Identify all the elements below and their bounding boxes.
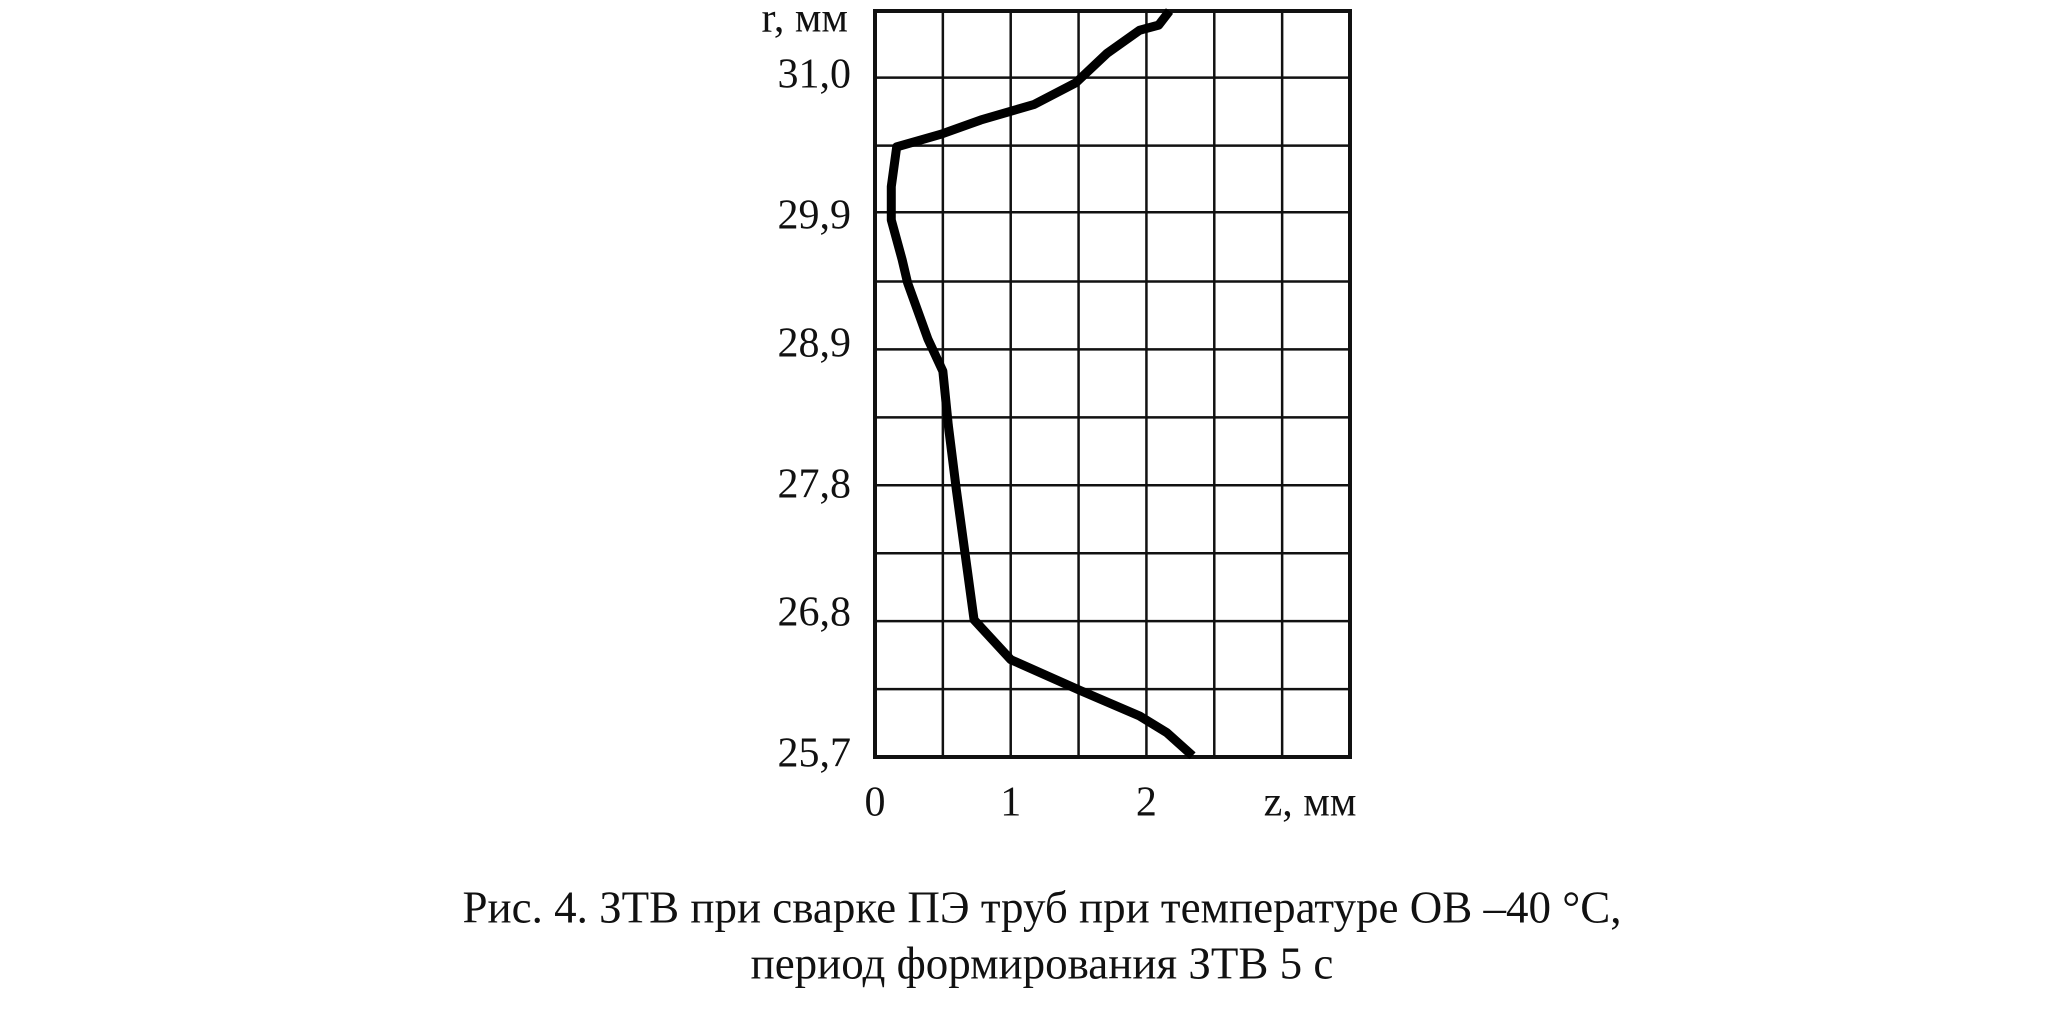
data-line — [886, 8, 1196, 760]
y-tick-label: 28,9 — [778, 320, 852, 366]
y-axis-title: r, мм — [762, 0, 848, 42]
y-tick-label: 31,0 — [778, 51, 852, 97]
y-tick-label: 27,8 — [778, 461, 852, 507]
x-tick-label: 1 — [1000, 780, 1021, 826]
x-tick-label: 2 — [1136, 780, 1157, 826]
plot-frame — [873, 9, 1352, 759]
x-tick-label: 0 — [865, 780, 886, 826]
x-axis-title: z, мм — [1264, 780, 1357, 826]
y-tick-label: 26,8 — [778, 590, 852, 636]
y-tick-label: 29,9 — [778, 192, 852, 238]
caption: Рис. 4. ЗТВ при сварке ПЭ труб при темпе… — [463, 882, 1622, 932]
caption: период формирования ЗТВ 5 с — [751, 938, 1334, 988]
y-tick-label: 25,7 — [778, 731, 852, 777]
